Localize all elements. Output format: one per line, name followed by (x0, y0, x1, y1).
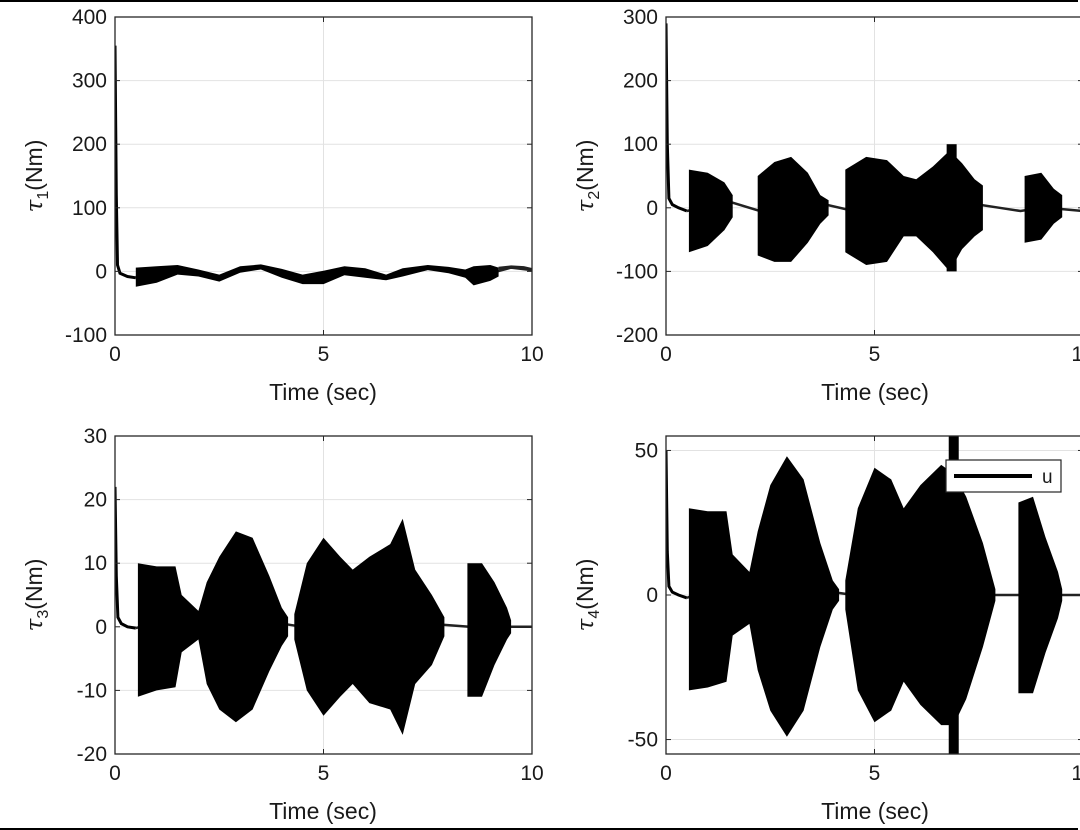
y-tick-label: 0 (95, 616, 107, 639)
x-tick-label: 10 (520, 343, 543, 366)
y-axis-label: τ2(Nm) (572, 140, 603, 213)
oscillation-envelope (294, 518, 445, 735)
y-tick-label: -100 (65, 324, 107, 347)
data-layer (115, 45, 532, 287)
tau3-subplot: 0 5 10 -20 -10 0 10 20 30 Time (sec) τ3(Nm) (21, 425, 544, 824)
oscillation-envelope (1018, 496, 1063, 694)
y-tick-label: 30 (84, 425, 107, 448)
y-tick-label: -100 (616, 260, 658, 283)
y-tick-label: 0 (646, 197, 658, 220)
x-tick-label: 0 (109, 762, 121, 785)
oscillation-envelope (688, 456, 840, 737)
data-layer (115, 486, 532, 735)
x-tick-label: 0 (660, 343, 672, 366)
oscillation-envelope (137, 531, 289, 723)
y-axis-label: τ3(Nm) (21, 559, 52, 632)
initial-transient-line (115, 486, 137, 630)
y-axis-label: τ1(Nm) (21, 140, 52, 213)
x-axis-label: Time (sec) (821, 379, 929, 405)
legend-label: u (1042, 467, 1053, 488)
y-tick-label: 300 (623, 6, 658, 29)
x-tick-label: 5 (869, 343, 881, 366)
x-axis-label: Time (sec) (821, 798, 929, 824)
y-tick-label: -10 (77, 679, 107, 702)
y-tick-label: 200 (623, 70, 658, 93)
y-tick-label: 200 (72, 133, 107, 156)
x-tick-label: 5 (318, 343, 330, 366)
y-tick-label: 100 (72, 197, 107, 220)
oscillation-envelope (135, 264, 499, 287)
x-tick-label: 10 (520, 762, 543, 785)
y-tick-label: 400 (72, 6, 107, 29)
x-tick-label: 10 (1071, 343, 1080, 366)
y-tick-label: 100 (623, 133, 658, 156)
y-tick-label: 10 (84, 552, 107, 575)
x-tick-label: 0 (660, 762, 672, 785)
spike-mark (948, 436, 959, 754)
y-tick-label: 0 (646, 584, 658, 607)
initial-transient-line (666, 23, 688, 213)
initial-transient-line (666, 450, 688, 600)
oscillation-envelope (688, 169, 733, 253)
data-layer (666, 23, 1080, 272)
x-axis-label: Time (sec) (269, 379, 377, 405)
y-tick-label: 50 (635, 439, 658, 462)
initial-transient-line (115, 45, 137, 280)
y-axis-label: τ4(Nm) (572, 559, 603, 632)
x-axis-label: Time (sec) (269, 798, 377, 824)
y-tick-label: -200 (616, 324, 658, 347)
y-tick-label: 0 (95, 260, 107, 283)
data-layer (666, 436, 1080, 754)
tau2-subplot: 0 5 10 -200 -100 0 100 200 300 Time (sec) τ2(Nm) (572, 6, 1080, 405)
spike-mark (946, 144, 957, 272)
oscillation-envelope (467, 563, 512, 697)
oscillation-envelope (757, 156, 829, 262)
x-tick-label: 5 (318, 762, 330, 785)
y-tick-label: -20 (77, 743, 107, 766)
y-tick-label: 300 (72, 70, 107, 93)
x-tick-label: 0 (109, 343, 121, 366)
y-tick-label: -50 (628, 729, 658, 752)
x-tick-label: 10 (1071, 762, 1080, 785)
x-tick-label: 5 (869, 762, 881, 785)
oscillation-envelope (1024, 172, 1063, 243)
tail-trace-line (498, 265, 532, 271)
y-tick-label: 20 (84, 489, 107, 512)
